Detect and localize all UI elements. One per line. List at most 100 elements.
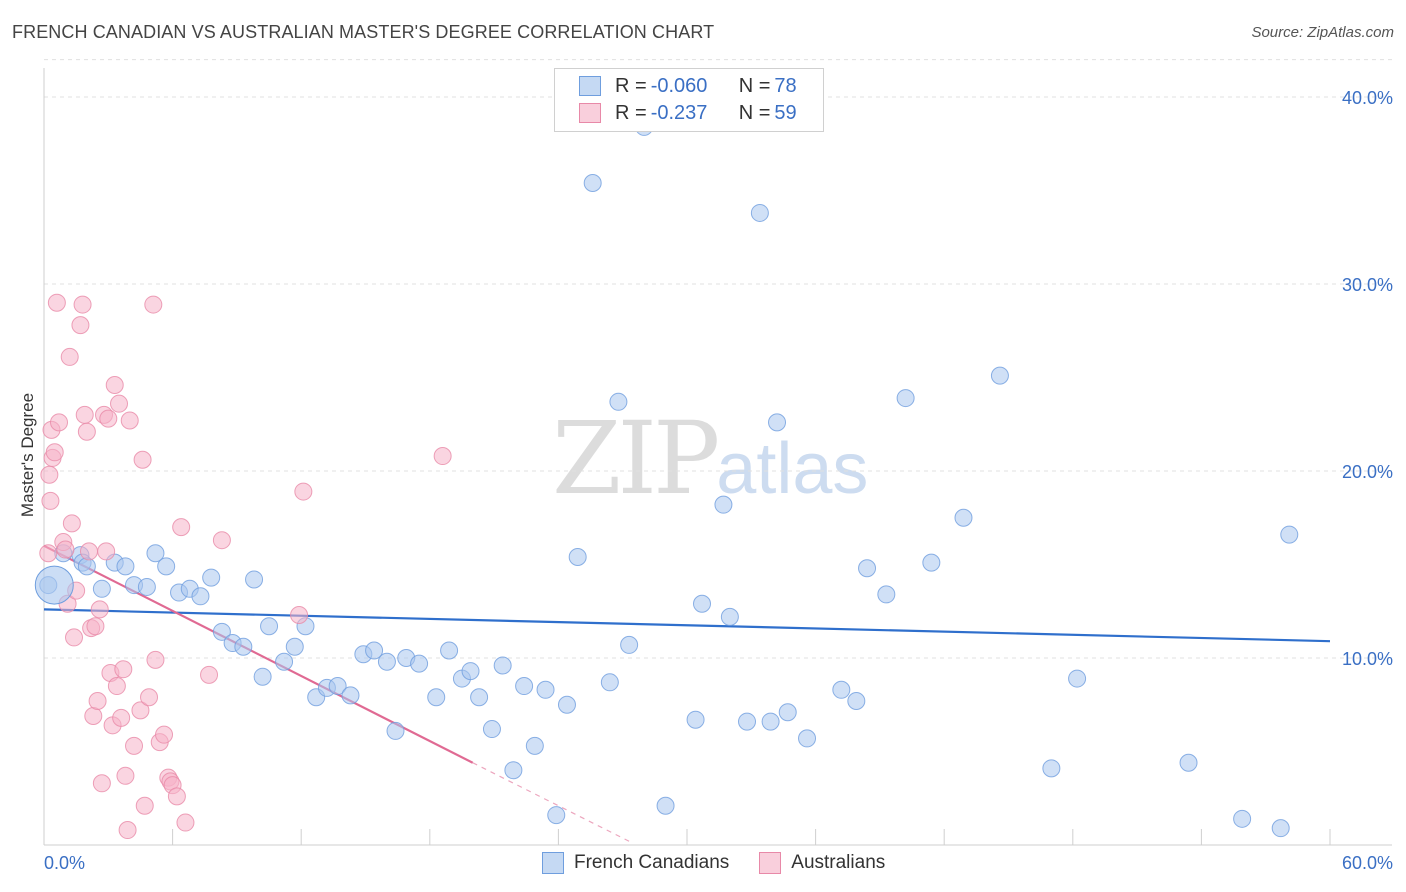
data-point: [167, 787, 186, 806]
data-point: [750, 203, 769, 222]
data-point: [547, 806, 566, 825]
data-point: [461, 662, 480, 681]
data-point: [92, 774, 111, 793]
data-point: [45, 443, 64, 462]
trend-line-extension: [472, 762, 630, 842]
data-point: [493, 656, 512, 675]
data-point: [609, 392, 628, 411]
series-legend: French Canadians Australians: [542, 852, 915, 874]
data-point: [275, 652, 294, 671]
data-point: [212, 531, 231, 550]
legend-swatch-pink: [579, 103, 601, 123]
data-point: [110, 394, 129, 413]
legend-label: Australians: [791, 852, 886, 873]
y-tick-label: 30.0%: [1342, 275, 1393, 295]
data-point: [90, 600, 109, 619]
data-point: [86, 617, 105, 636]
data-point: [71, 316, 90, 335]
legend-r-value: -0.060: [650, 74, 708, 97]
data-point: [896, 389, 915, 408]
legend-r-label: R =: [615, 74, 647, 97]
data-point: [832, 680, 851, 699]
data-point: [191, 587, 210, 606]
data-point: [1280, 525, 1299, 544]
data-point: [377, 652, 396, 671]
data-point: [137, 577, 156, 596]
data-point: [146, 650, 165, 669]
data-point: [176, 813, 195, 832]
data-point: [290, 605, 309, 624]
data-point: [1068, 669, 1087, 688]
data-point: [568, 548, 587, 567]
data-point: [525, 736, 544, 755]
data-point: [1179, 753, 1198, 772]
data-point: [386, 721, 405, 740]
grid-lines: [44, 59, 1392, 659]
data-point: [1271, 819, 1290, 838]
data-point: [200, 665, 219, 684]
data-point: [47, 293, 66, 312]
data-point: [778, 703, 797, 722]
data-point: [328, 677, 347, 696]
data-point: [39, 544, 58, 563]
data-point: [88, 692, 107, 711]
chart-title: FRENCH CANADIAN VS AUSTRALIAN MASTER'S D…: [12, 22, 715, 42]
correlation-legend: R = -0.060 N = 78 R = -0.237 N = 59: [554, 68, 824, 132]
data-point: [877, 585, 896, 604]
data-point: [245, 570, 264, 589]
data-point: [73, 295, 92, 314]
data-point: [105, 375, 124, 394]
data-point: [285, 637, 304, 656]
series-french-canadians: [39, 117, 1299, 838]
data-point: [40, 465, 59, 484]
data-point: [433, 447, 452, 466]
data-point: [75, 405, 94, 424]
data-point: [146, 544, 165, 563]
legend-r-value: -0.237: [650, 101, 708, 124]
data-point: [922, 553, 941, 572]
tick-labels: 10.0% 20.0% 30.0% 40.0% 0.0% 60.0%: [44, 88, 1393, 873]
legend-item-australians[interactable]: Australians: [759, 852, 885, 874]
data-point: [686, 710, 705, 729]
data-point: [97, 542, 116, 561]
data-point: [155, 725, 174, 744]
data-point: [1042, 759, 1061, 778]
data-point: [954, 508, 973, 527]
legend-item-french-canadians[interactable]: French Canadians: [542, 852, 729, 874]
data-point: [140, 688, 159, 707]
data-point: [410, 654, 429, 673]
data-point: [135, 796, 154, 815]
data-point: [693, 594, 712, 613]
data-point: [114, 660, 133, 679]
y-tick-label: 20.0%: [1342, 462, 1393, 482]
data-point: [515, 677, 534, 696]
data-point: [847, 692, 866, 711]
axes: [43, 68, 1392, 846]
data-point: [80, 542, 99, 561]
data-point: [341, 686, 360, 705]
data-point: [482, 720, 501, 739]
data-point: [714, 495, 733, 514]
legend-n-value: 78: [774, 74, 797, 97]
legend-r-label: R =: [615, 101, 647, 124]
data-point: [125, 736, 144, 755]
data-point: [144, 295, 163, 314]
watermark: ZIPatlas: [552, 400, 868, 517]
data-point: [858, 559, 877, 578]
data-point: [557, 695, 576, 714]
data-point: [798, 729, 817, 748]
x-tick-label: 0.0%: [44, 853, 85, 873]
legend-row-australians: R = -0.237 N = 59: [579, 101, 797, 125]
data-point: [120, 411, 139, 430]
legend-label: French Canadians: [574, 852, 730, 873]
data-point: [365, 641, 384, 660]
data-point: [107, 677, 126, 696]
data-point: [470, 688, 489, 707]
data-point: [116, 766, 135, 785]
source-label: Source: ZipAtlas.com: [1251, 24, 1394, 41]
data-point: [504, 761, 523, 780]
data-point: [620, 635, 639, 654]
legend-n-label: N =: [738, 101, 771, 124]
data-point: [50, 413, 69, 432]
